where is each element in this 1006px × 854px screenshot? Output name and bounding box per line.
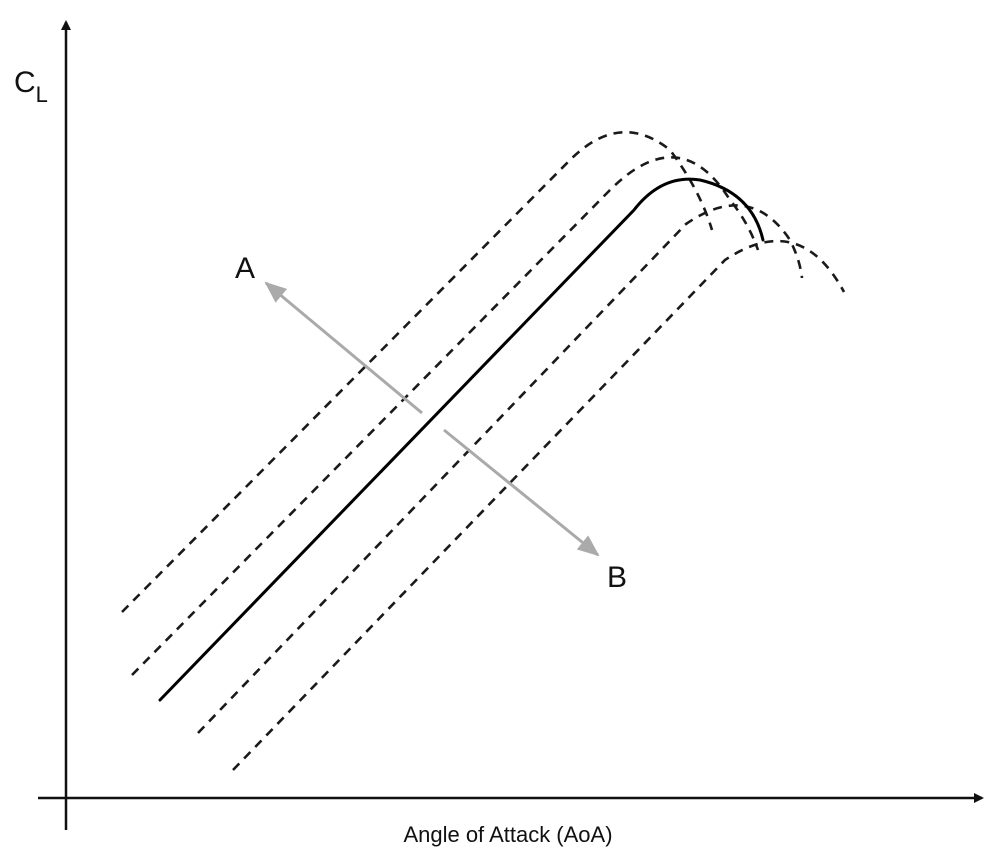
y-axis-label-main: C (14, 66, 36, 99)
arrow-a (264, 281, 423, 415)
lift-curve-shift-a2 (121, 130, 714, 613)
arrow-b-label: B (607, 561, 627, 594)
lift-curve-shift-b1 (197, 204, 804, 734)
x-axis-label: Angle of Attack (AoA) (403, 822, 612, 847)
y-axis-label: CL (14, 66, 48, 107)
arrow-b (443, 428, 600, 557)
lift-curve-shift-a1 (131, 156, 760, 676)
arrow-a-label: A (235, 252, 255, 285)
lift-curve-shift-b2 (232, 239, 846, 771)
lift-curve-baseline (158, 177, 765, 702)
y-axis-label-subscript: L (36, 82, 48, 107)
